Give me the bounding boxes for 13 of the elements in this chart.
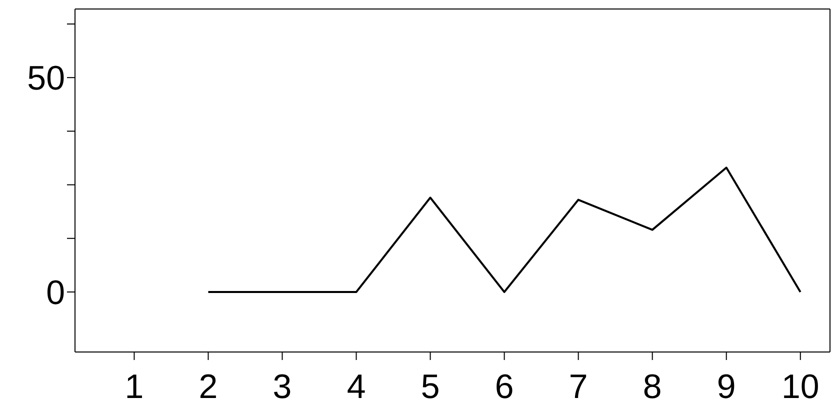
x-tick-label: 5 <box>420 368 440 406</box>
x-tick-label: 3 <box>272 368 292 406</box>
line-series <box>207 166 802 293</box>
x-tick-label: 4 <box>346 368 366 406</box>
y-tick-label: 0 <box>46 274 65 312</box>
x-tick-label: 9 <box>716 368 736 406</box>
x-tick-label: 7 <box>568 368 588 406</box>
x-tick-label: 6 <box>494 368 514 406</box>
x-tick-label: 2 <box>198 368 218 406</box>
x-tick-label: 1 <box>124 368 144 406</box>
y-tick-label: 50 <box>27 60 65 98</box>
x-tick-label: 10 <box>781 368 820 406</box>
x-tick-label: 8 <box>642 368 662 406</box>
